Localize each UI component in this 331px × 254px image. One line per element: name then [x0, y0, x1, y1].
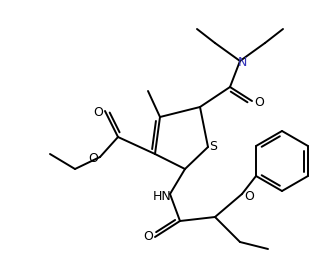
Text: O: O — [88, 152, 98, 165]
Text: O: O — [244, 189, 254, 202]
Text: O: O — [143, 230, 153, 243]
Text: HN: HN — [153, 190, 171, 203]
Text: O: O — [254, 96, 264, 109]
Text: N: N — [237, 55, 247, 68]
Text: S: S — [209, 140, 217, 153]
Text: O: O — [93, 105, 103, 118]
